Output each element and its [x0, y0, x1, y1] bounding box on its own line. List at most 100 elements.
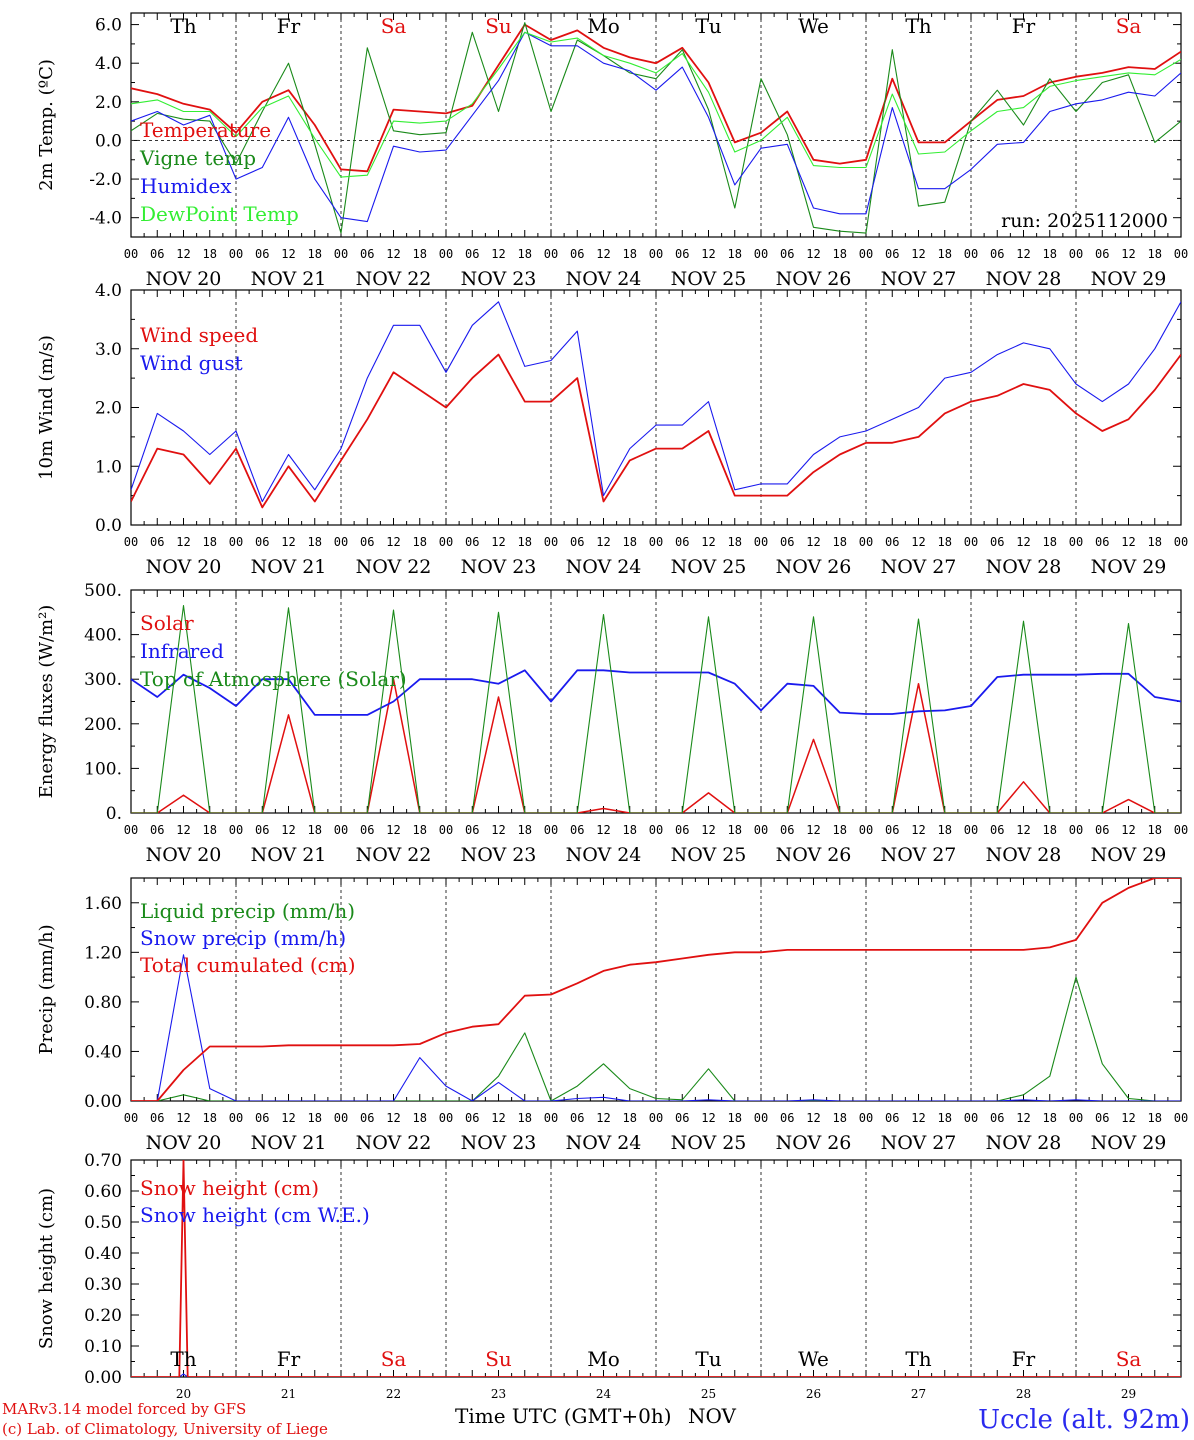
hour-label: 00: [124, 823, 138, 837]
legend-entry: Humidex: [140, 174, 232, 198]
legend-entry: Snow height (cm): [140, 1176, 319, 1200]
hour-label: 06: [675, 247, 689, 261]
legend-entry: Wind speed: [140, 323, 258, 347]
day-name: We: [798, 14, 829, 38]
hour-label: 18: [308, 247, 322, 261]
series-vigne-temp: [131, 22, 1181, 234]
hour-label: 06: [780, 247, 794, 261]
hour-label: 06: [360, 823, 374, 837]
hour-label: 06: [1095, 535, 1109, 549]
panel-5: 0.70 0.60 0.50 0.40 0.30 0.20 0.10 0.00 Snow hei…: [36, 1151, 1182, 1401]
hour-label: 00: [334, 247, 348, 261]
hour-label: 06: [780, 823, 794, 837]
hour-label: 06: [990, 823, 1004, 837]
hour-label: 18: [413, 247, 427, 261]
hour-label: 06: [570, 1111, 584, 1125]
hour-label: 18: [1043, 823, 1057, 837]
hour-label: 18: [938, 247, 952, 261]
y-tick-label: 0.00: [84, 1092, 122, 1112]
hour-label: 12: [1016, 535, 1030, 549]
y-tick-label: 4.0: [95, 54, 122, 74]
hour-label: 06: [675, 1111, 689, 1125]
hour-label: 18: [1148, 823, 1162, 837]
hour-label: 18: [413, 823, 427, 837]
day-number: 23: [491, 1387, 506, 1401]
model-credit: MARv3.14 model forced by GFS: [2, 1400, 246, 1418]
series-top-of-atmosphere-solar-: [131, 605, 1181, 813]
hour-label: 06: [465, 535, 479, 549]
y-tick-label: 0.10: [84, 1337, 122, 1357]
hour-label: 12: [701, 1111, 715, 1125]
date-label: NOV 24: [566, 268, 642, 290]
hour-label: 12: [1016, 1111, 1030, 1125]
hour-label: 12: [1121, 823, 1135, 837]
day-name: Sa: [1116, 14, 1142, 38]
date-label: NOV 28: [986, 268, 1062, 290]
y-tick-label: 0.20: [84, 1306, 122, 1326]
hour-label: 12: [386, 247, 400, 261]
day-name: Th: [905, 14, 931, 38]
hour-label: 18: [833, 1111, 847, 1125]
date-label: NOV 27: [881, 844, 957, 866]
y-tick-label: 1.20: [84, 943, 122, 963]
day-number: 28: [1016, 1387, 1031, 1401]
hour-label: 18: [728, 823, 742, 837]
y-tick-label: 0.70: [84, 1151, 122, 1171]
date-label: NOV 25: [671, 556, 747, 578]
hour-label: 12: [701, 535, 715, 549]
hour-label: 00: [754, 247, 768, 261]
date-label: NOV 21: [251, 556, 327, 578]
date-label: NOV 20: [146, 1132, 222, 1154]
hour-label: 18: [413, 1111, 427, 1125]
hour-label: 18: [938, 823, 952, 837]
hour-label: 12: [176, 823, 190, 837]
run-label: run: 2025112000: [1001, 210, 1168, 232]
hour-label: 12: [701, 247, 715, 261]
lab-credit: (c) Lab. of Climatology, University of L…: [2, 1420, 328, 1438]
date-label: NOV 20: [146, 268, 222, 290]
day-name: Tu: [695, 14, 721, 38]
hour-label: 06: [990, 1111, 1004, 1125]
y-tick-label: 100.: [84, 759, 122, 779]
hour-label: 00: [544, 1111, 558, 1125]
hour-label: 12: [281, 1111, 295, 1125]
legend-entry: Total cumulated (cm): [140, 953, 356, 977]
series-snow-height-cm-w-e-: [131, 1373, 1181, 1377]
hour-label: 06: [990, 535, 1004, 549]
hour-label: 06: [1095, 247, 1109, 261]
day-name: Th: [170, 1347, 196, 1371]
hour-label: 18: [1043, 535, 1057, 549]
series-solar: [131, 678, 1181, 813]
series-snow-precip-mm-h-: [131, 954, 1181, 1101]
hour-label: 06: [255, 1111, 269, 1125]
y-tick-label: 0.: [106, 804, 122, 824]
day-name: Tu: [695, 1347, 721, 1371]
hour-label: 12: [806, 1111, 820, 1125]
legend-entry: Wind gust: [140, 351, 243, 375]
date-label: NOV 22: [356, 844, 432, 866]
station-label: Uccle (alt. 92m): [978, 1405, 1190, 1435]
legend-entry: Top of Atmosphere (Solar): [140, 667, 407, 691]
hour-label: 12: [596, 823, 610, 837]
hour-label: 00: [334, 535, 348, 549]
hour-label: 00: [754, 823, 768, 837]
hour-label: 06: [675, 535, 689, 549]
hour-label: 06: [465, 1111, 479, 1125]
hour-label: 18: [623, 535, 637, 549]
hour-label: 06: [885, 247, 899, 261]
hour-label: 12: [386, 1111, 400, 1125]
hour-label: 00: [229, 247, 243, 261]
day-number: 21: [281, 1387, 296, 1401]
date-label: NOV 26: [776, 268, 852, 290]
date-label: NOV 23: [461, 1132, 537, 1154]
hour-label: 06: [360, 1111, 374, 1125]
hour-label: 06: [570, 247, 584, 261]
hour-label: 18: [833, 823, 847, 837]
hour-label: 18: [623, 1111, 637, 1125]
hour-label: 12: [1121, 535, 1135, 549]
hour-label: 06: [570, 535, 584, 549]
hour-label: 18: [833, 247, 847, 261]
hour-label: 00: [544, 823, 558, 837]
hour-label: 00: [859, 247, 873, 261]
hour-label: 00: [964, 247, 978, 261]
